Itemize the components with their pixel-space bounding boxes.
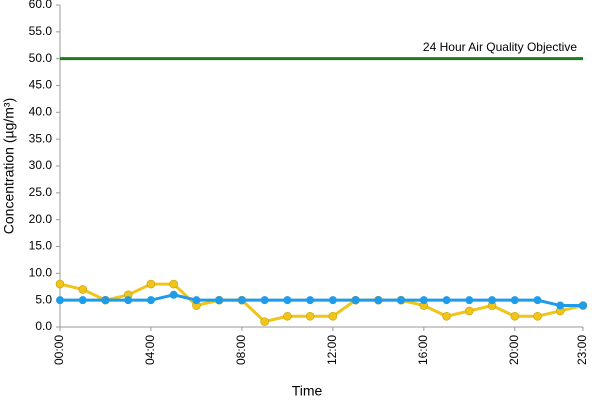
data-point [55,279,65,289]
data-point [306,296,315,305]
data-point [533,311,542,321]
y-tick-label: 40.0 [29,105,53,119]
x-axis-title: Time [292,383,323,399]
data-point [215,296,224,305]
data-point [556,301,565,310]
data-point [465,306,474,316]
series-line [60,293,583,308]
y-tick-label: 35.0 [29,131,53,145]
data-point [124,296,133,305]
data-point [169,290,178,299]
data-point [374,296,383,305]
data-point [78,296,87,305]
y-tick-label: 30.0 [29,158,53,172]
y-tick-label: 20.0 [29,212,53,226]
y-tick-label: 60.0 [29,0,53,11]
data-point [169,279,178,289]
y-tick-label: 10.0 [29,266,53,280]
x-tick-label: 08:00 [234,335,248,365]
series-line [59,282,584,324]
y-tick-label: 5.0 [35,292,52,306]
x-tick-label: 00:00 [52,335,66,365]
objective-label: 24 Hour Air Quality Objective [423,40,577,54]
data-point [56,296,64,305]
data-point [146,296,155,305]
x-tick-label: 16:00 [416,335,430,365]
data-point [442,311,451,321]
data-point [237,296,246,305]
data-point [328,296,337,305]
data-point [260,317,269,326]
data-point [283,296,292,305]
data-point [419,296,428,305]
data-point [192,296,201,305]
data-point [78,285,88,294]
data-point [442,296,451,305]
data-point [305,311,315,321]
data-point [510,311,520,321]
x-tick-label: 20:00 [507,335,521,365]
y-tick-label: 15.0 [29,239,53,253]
data-point [465,296,474,305]
y-tick-label: 25.0 [29,185,53,199]
data-point [283,311,292,321]
data-point [579,301,587,310]
data-point [101,296,110,305]
y-tick-label: 55.0 [29,24,53,38]
y-axis-title: Concentration (µg/m³) [1,98,17,234]
data-point [351,296,360,305]
y-tick-label: 50.0 [29,51,53,65]
data-point [510,296,519,305]
data-point [328,311,338,321]
data-point [488,296,497,305]
data-point [397,296,406,305]
data-point [260,296,269,305]
x-tick-label: 23:00 [575,335,589,365]
x-tick-label: 04:00 [143,335,157,365]
data-point [146,279,156,289]
y-tick-label: 45.0 [29,78,53,92]
x-tick-label: 12:00 [325,335,339,365]
y-tick-label: 0.0 [35,319,52,333]
data-point [533,296,542,305]
